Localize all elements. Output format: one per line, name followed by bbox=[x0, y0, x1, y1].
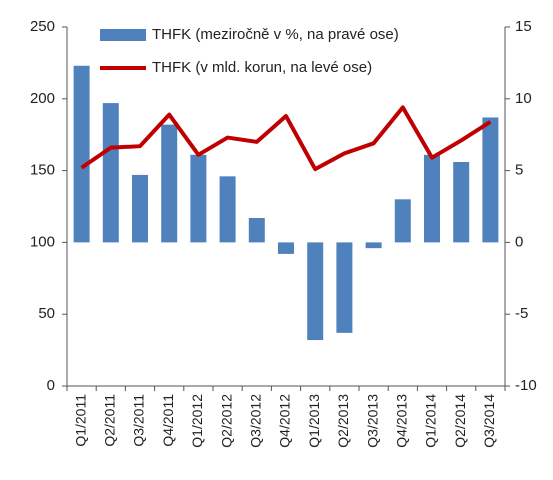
bar bbox=[190, 154, 207, 243]
x-tick-label: Q3/2011 bbox=[131, 394, 147, 447]
y2-tick-label: -5 bbox=[515, 305, 528, 322]
y2-tick-label: 10 bbox=[515, 90, 532, 107]
x-tick-label: Q1/2011 bbox=[72, 394, 88, 447]
y2-tick-label: 5 bbox=[515, 162, 523, 179]
x-tick-label: Q4/2012 bbox=[277, 394, 293, 448]
y-tick-label: 0 bbox=[47, 377, 55, 394]
legend-label: THFK (meziročně v %, na pravé ose) bbox=[152, 26, 399, 43]
y-tick-label: 250 bbox=[30, 18, 55, 35]
x-tick-label: Q2/2013 bbox=[335, 394, 351, 448]
y-tick-label: 200 bbox=[30, 90, 55, 107]
legend-swatch bbox=[100, 29, 146, 41]
y2-tick-label: 0 bbox=[515, 233, 523, 250]
bar bbox=[102, 103, 119, 243]
y-tick-label: 50 bbox=[38, 305, 55, 322]
bar bbox=[482, 117, 499, 243]
y-tick-label: 100 bbox=[30, 233, 55, 250]
bar bbox=[453, 161, 470, 243]
x-tick-label: Q4/2013 bbox=[394, 394, 410, 448]
y2-tick-label: -10 bbox=[515, 377, 537, 394]
x-tick-label: Q3/2012 bbox=[248, 394, 264, 448]
x-tick-label: Q3/2014 bbox=[481, 394, 497, 448]
x-tick-label: Q4/2011 bbox=[160, 394, 176, 447]
line bbox=[80, 105, 492, 172]
x-tick-label: Q2/2012 bbox=[218, 394, 234, 448]
x-tick-label: Q1/2014 bbox=[423, 394, 439, 448]
x-tick-label: Q1/2013 bbox=[306, 394, 322, 448]
y2-tick-label: 15 bbox=[515, 18, 532, 35]
bar bbox=[394, 199, 411, 243]
bar bbox=[248, 217, 265, 243]
legend-label: THFK (v mld. korun, na levé ose) bbox=[152, 59, 372, 76]
x-tick-label: Q3/2013 bbox=[364, 394, 380, 448]
bar bbox=[307, 242, 324, 341]
bar bbox=[132, 174, 148, 243]
x-tick-label: Q1/2012 bbox=[189, 394, 205, 448]
bar bbox=[161, 124, 178, 243]
x-tick-label: Q2/2011 bbox=[102, 394, 118, 447]
bar bbox=[73, 65, 90, 243]
bar bbox=[336, 242, 353, 333]
bar bbox=[219, 176, 236, 243]
y-tick-label: 150 bbox=[30, 162, 55, 179]
bar bbox=[424, 154, 440, 243]
x-tick-label: Q2/2014 bbox=[452, 394, 468, 448]
bar bbox=[278, 242, 294, 254]
bar bbox=[365, 242, 382, 249]
